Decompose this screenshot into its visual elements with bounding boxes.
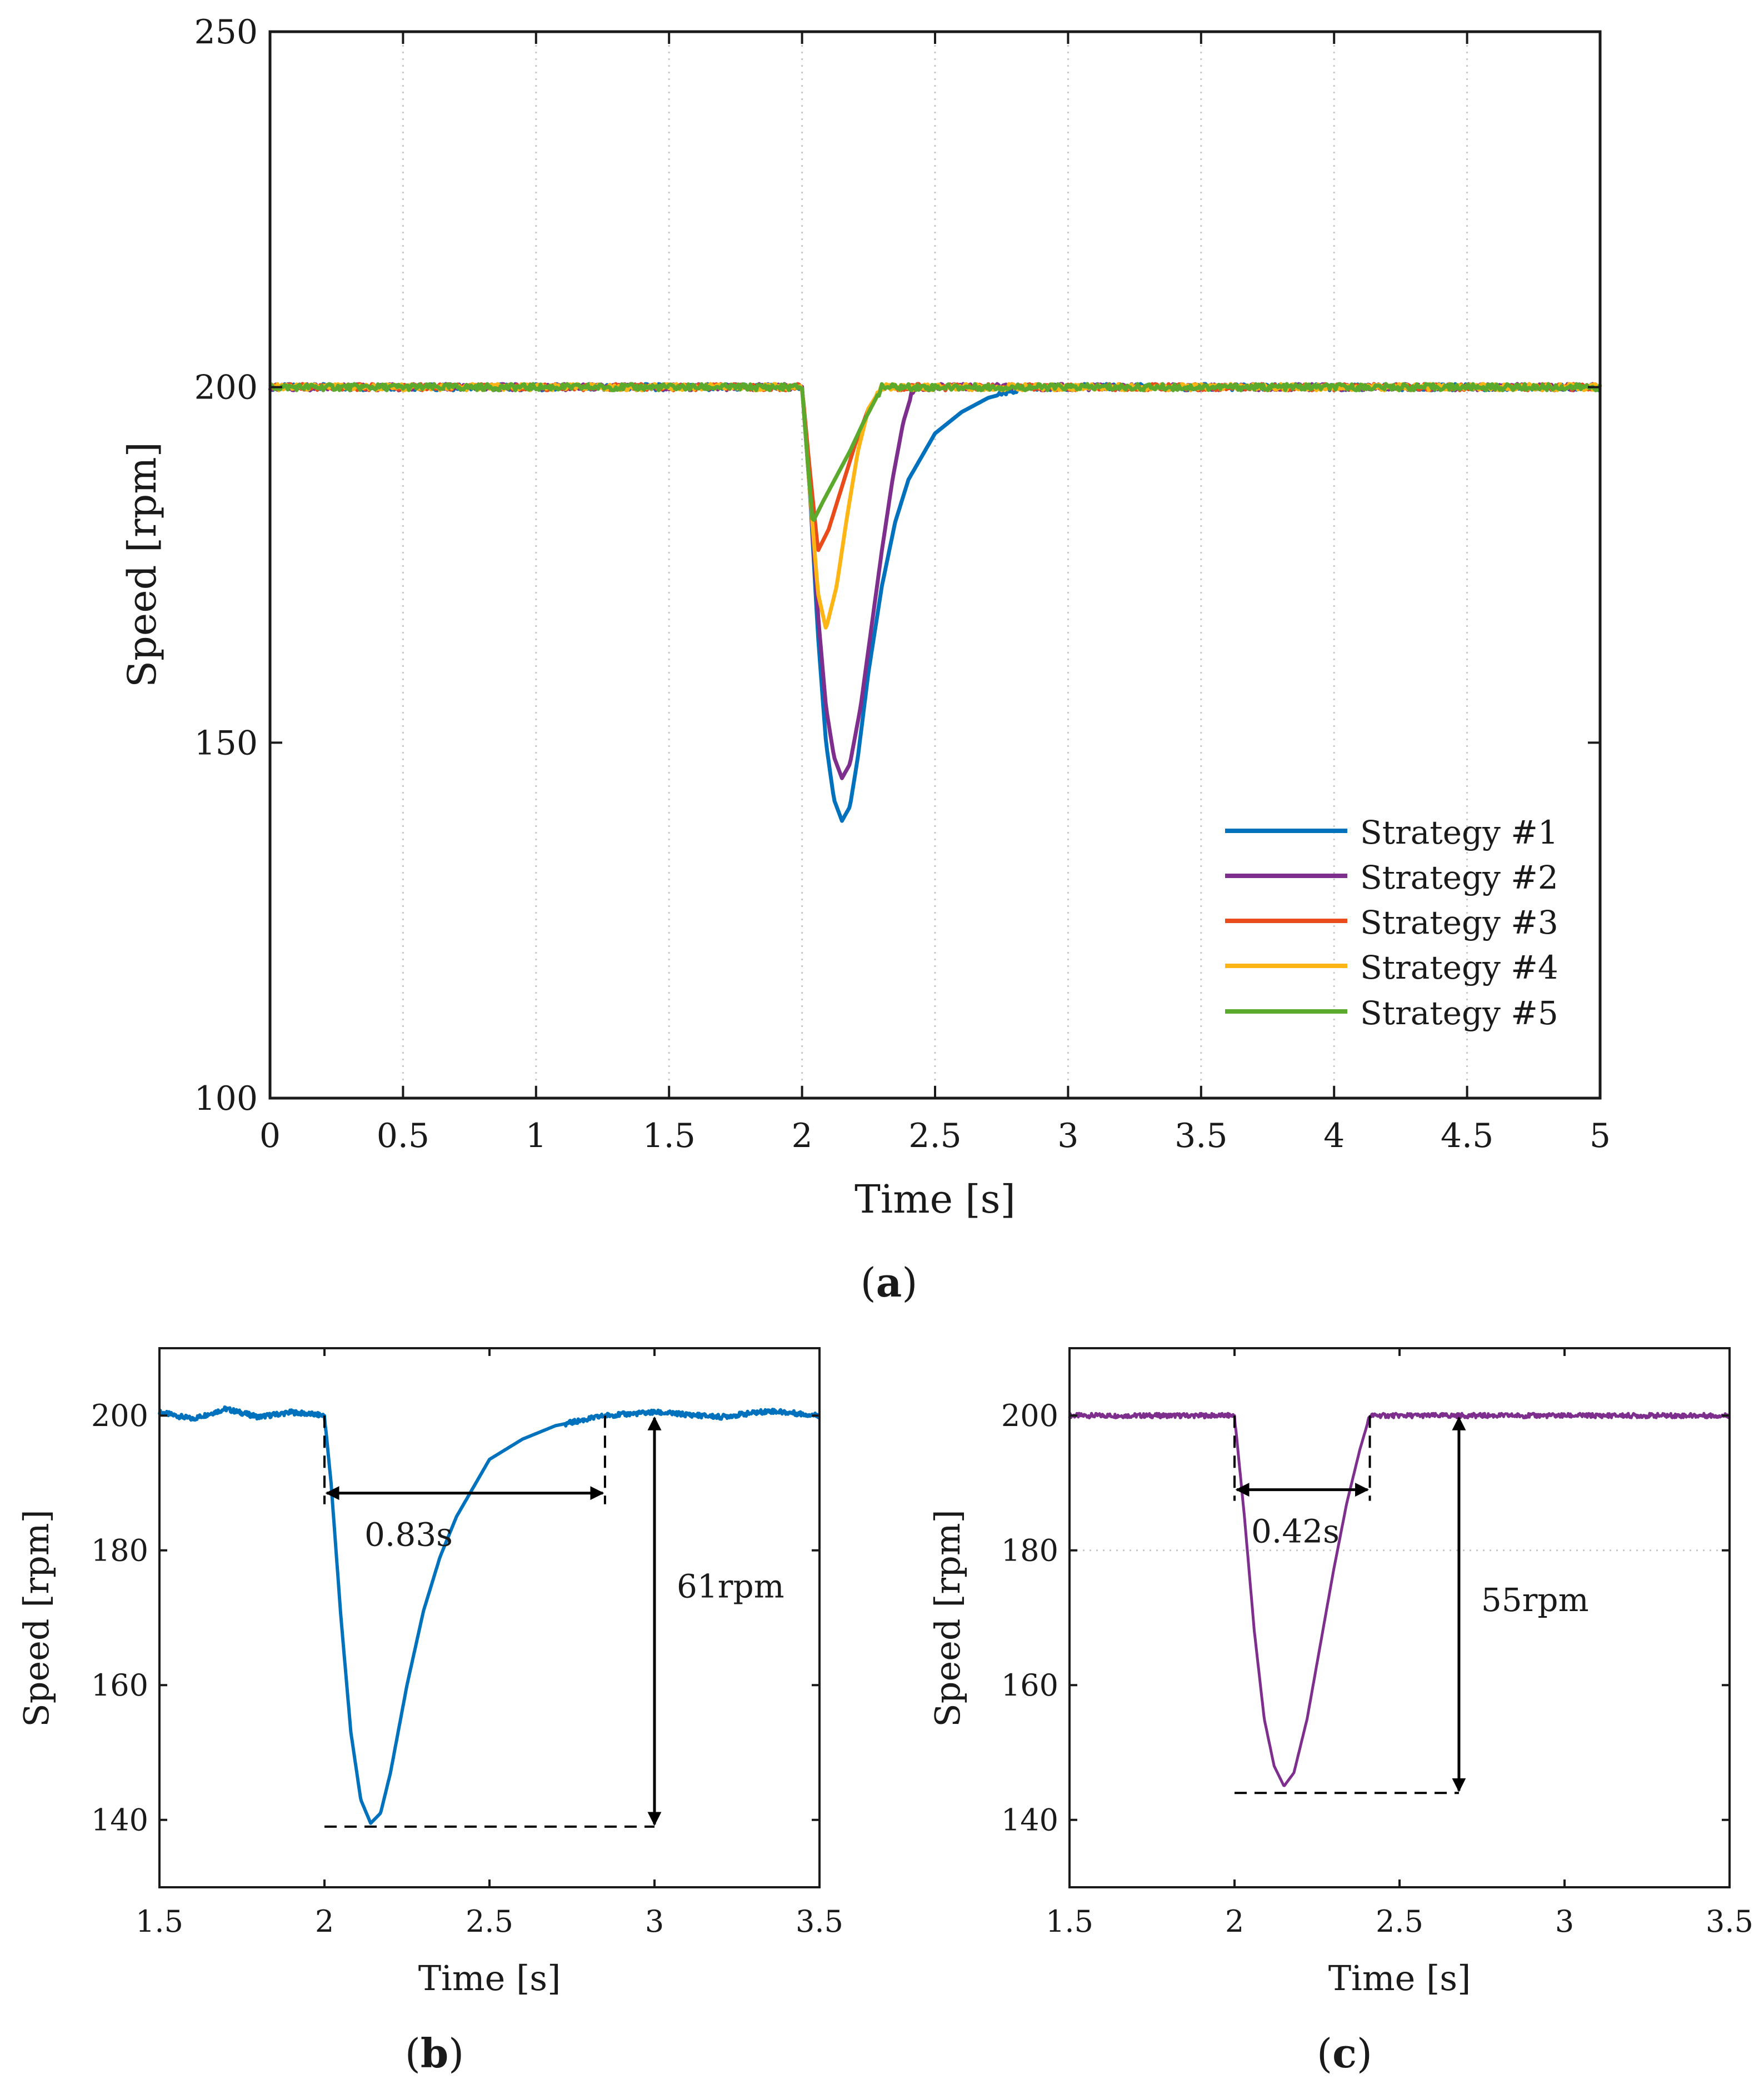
x-tick-label: 0 xyxy=(259,1116,281,1155)
y-tick-label: 200 xyxy=(194,368,258,407)
panel-c: 1.5 2 2.5 3 3.5 140 160 180 200 0.42s 55rpm Time… xyxy=(927,1347,1753,2077)
series-line-strategy-3 xyxy=(268,382,1602,552)
svg-text:(a): (a) xyxy=(861,1259,918,1306)
series-line-strategy-1 xyxy=(268,382,1602,823)
duration-label-c: 0.42s xyxy=(1251,1513,1340,1550)
y-tick-label: 250 xyxy=(194,13,258,52)
y-tick-label: 140 xyxy=(91,1803,148,1838)
y-tick-label: 160 xyxy=(91,1668,148,1703)
x-tick-label: 2 xyxy=(315,1904,334,1939)
x-tick-label: 2 xyxy=(1225,1904,1244,1939)
x-tick-label: 3.5 xyxy=(796,1904,843,1939)
x-tick-label: 3 xyxy=(645,1904,664,1939)
legend-label-strategy-3: Strategy #3 xyxy=(1360,904,1558,941)
y-tick-label: 180 xyxy=(1001,1533,1058,1568)
x-tick-label: 3.5 xyxy=(1175,1116,1227,1155)
x-tick-label: 3 xyxy=(1555,1904,1574,1939)
legend-label-strategy-1: Strategy #1 xyxy=(1360,814,1558,851)
svg-text:(b): (b) xyxy=(405,2030,464,2077)
caption-b: (b) xyxy=(405,2030,464,2077)
y-axis-label-c: Speed [rpm] xyxy=(927,1509,968,1727)
plot-frame-b xyxy=(158,1347,821,1888)
legend-label-strategy-5: Strategy #5 xyxy=(1360,994,1558,1032)
x-tick-label: 4 xyxy=(1323,1116,1345,1155)
y-tick-label: 100 xyxy=(194,1079,258,1118)
series-line-strategy-1 xyxy=(158,1405,821,1825)
y-tick-label: 200 xyxy=(91,1398,148,1433)
y-axis-label-b: Speed [rpm] xyxy=(16,1509,57,1727)
legend-a: Strategy #1 Strategy #2 Strategy #3 Stra… xyxy=(1225,814,1558,1032)
x-tick-label: 0.5 xyxy=(377,1116,429,1155)
y-tick-label: 150 xyxy=(194,724,258,762)
x-tick-label: 5 xyxy=(1590,1116,1611,1155)
y-tick-label: 160 xyxy=(1001,1668,1058,1703)
y-tick-label: 180 xyxy=(91,1533,148,1568)
y-axis-label-a: Speed [rpm] xyxy=(119,442,165,687)
x-tick-label: 3.5 xyxy=(1706,1904,1753,1939)
duration-label-b: 0.83s xyxy=(364,1516,453,1554)
caption-a-letter: a xyxy=(876,1259,902,1306)
y-tick-label: 200 xyxy=(1001,1398,1058,1433)
y-tick-label: 140 xyxy=(1001,1803,1058,1838)
x-axis-label-c: Time [s] xyxy=(1328,1958,1471,1998)
panel-a: 0 0.5 1 1.5 2 2.5 3 3.5 4 4.5 5 100 150 200 250 Time [… xyxy=(119,13,1611,1306)
x-tick-label: 1 xyxy=(526,1116,547,1155)
caption-c: (c) xyxy=(1317,2030,1372,2077)
x-tick-label: 1.5 xyxy=(136,1904,183,1939)
caption-a: (a) xyxy=(861,1259,918,1306)
series-line-strategy-5 xyxy=(268,382,1602,522)
x-axis-label-a: Time [s] xyxy=(854,1176,1016,1222)
x-tick-label: 4.5 xyxy=(1441,1116,1493,1155)
caption-b-letter: b xyxy=(421,2030,448,2077)
x-axis-label-b: Time [s] xyxy=(418,1958,561,1998)
caption-c-letter: c xyxy=(1332,2030,1357,2077)
x-tick-label: 1.5 xyxy=(642,1116,695,1155)
svg-text:(c): (c) xyxy=(1317,2030,1372,2077)
x-tick-label: 3 xyxy=(1057,1116,1078,1155)
series-line-strategy-2 xyxy=(1068,1412,1731,1787)
legend-label-strategy-2: Strategy #2 xyxy=(1360,859,1558,896)
legend-label-strategy-4: Strategy #4 xyxy=(1360,949,1558,986)
drop-label-b: 61rpm xyxy=(677,1568,784,1606)
x-tick-label: 1.5 xyxy=(1046,1904,1093,1939)
drop-label-c: 55rpm xyxy=(1481,1581,1589,1619)
x-tick-label: 2 xyxy=(792,1116,813,1155)
x-tick-label: 2.5 xyxy=(908,1116,961,1155)
x-tick-label: 2.5 xyxy=(1376,1904,1423,1939)
panel-b: 1.5 2 2.5 3 3.5 140 160 180 200 0.83s 61rpm Time… xyxy=(16,1347,843,2077)
x-tick-label: 2.5 xyxy=(466,1904,513,1939)
plot-frame-c xyxy=(1068,1347,1731,1888)
